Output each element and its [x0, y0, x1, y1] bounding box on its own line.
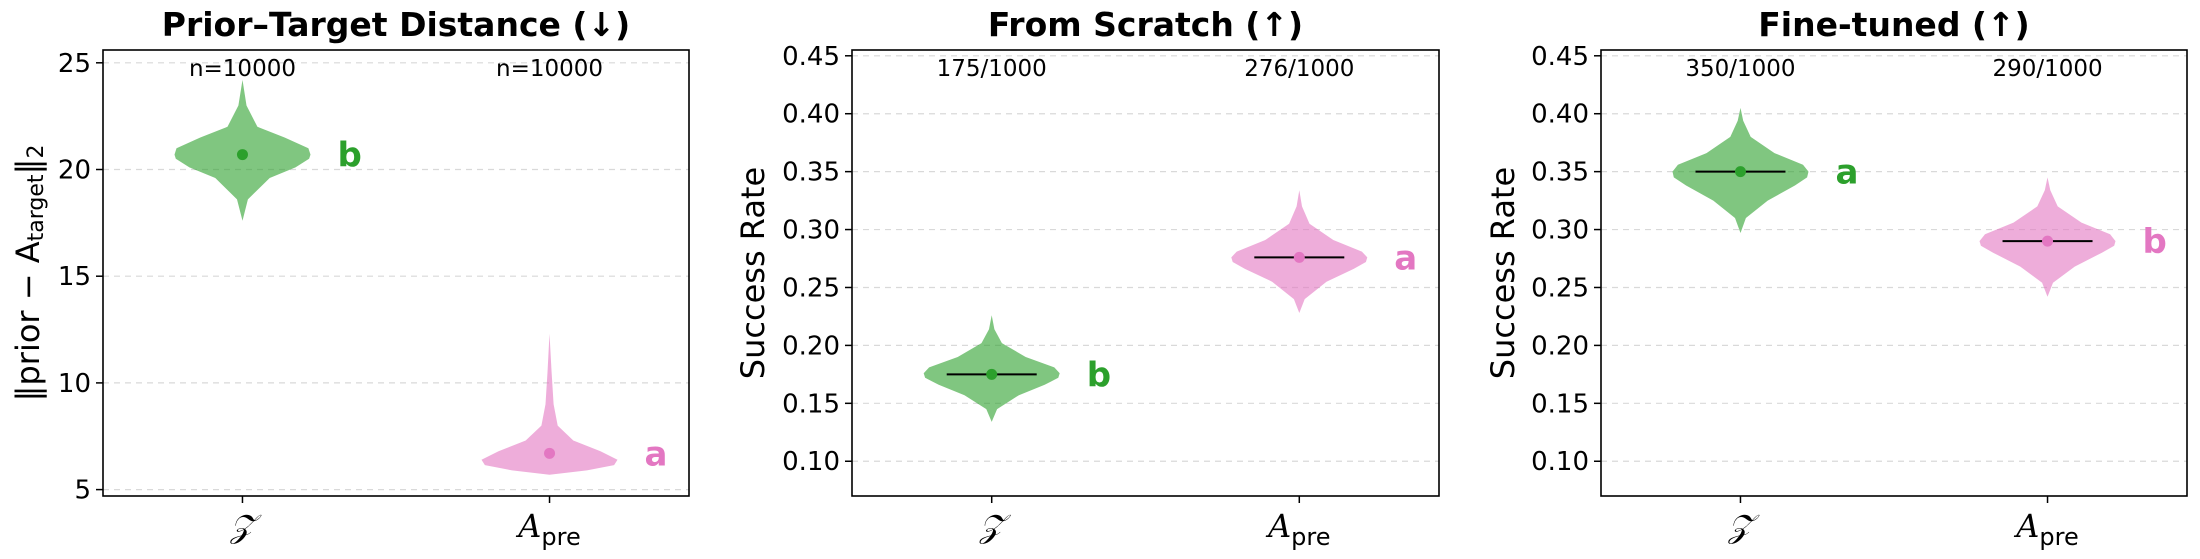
- fine-tuned-chart: 350/1000 a 𝒵 290/1000 b Apre 0.10 0.15 0.20 0.25 0…: [1484, 5, 2188, 551]
- mean-point: [544, 447, 556, 459]
- distance-chart: n=10000 b 𝒵n=10000 a Apre 5 10 15 20 25 Prior–Targ…: [9, 5, 690, 551]
- from-scratch-chart: 175/1000 b 𝒵 276/1000 a Apre 0.10 0.15 0.20 0.25 0…: [734, 5, 1440, 551]
- count-label: 350/1000: [1685, 56, 1795, 82]
- y-tick-label: 0.45: [1531, 42, 1589, 72]
- mean-point: [1293, 251, 1305, 263]
- violin-apre: [1231, 190, 1368, 313]
- y-tick-label: 0.20: [782, 331, 840, 361]
- axes-frame: [1600, 49, 2188, 497]
- y-tick-label: 0.25: [1531, 273, 1589, 303]
- y-tick-label: 10: [58, 369, 91, 399]
- mean-point: [986, 368, 998, 380]
- y-tick-label: 20: [58, 156, 91, 186]
- chart-title: From Scratch (↑): [988, 5, 1303, 44]
- violin-z: [923, 315, 1060, 422]
- y-axis-label: Success Rate: [734, 167, 772, 379]
- y-tick-label: 0.30: [782, 216, 840, 246]
- y-tick-label: 0.40: [1531, 100, 1589, 130]
- chart-title: Prior–Target Distance (↓): [162, 5, 630, 44]
- y-tick-label: 25: [58, 49, 91, 79]
- significance-letter: b: [1087, 355, 1111, 395]
- significance-letter: a: [1394, 238, 1417, 278]
- y-tick-label: 0.45: [782, 42, 840, 72]
- count-label: n=10000: [496, 56, 603, 82]
- y-tick-label: 0.40: [782, 100, 840, 130]
- y-tick-label: 0.25: [782, 273, 840, 303]
- y-tick-label: 0.15: [1531, 389, 1589, 419]
- y-tick-label: 0.20: [1531, 331, 1589, 361]
- count-label: 175/1000: [937, 56, 1047, 82]
- axes-frame: [851, 49, 1440, 497]
- mean-point: [1734, 166, 1746, 178]
- y-tick-label: 0.10: [782, 447, 840, 477]
- count-label: 276/1000: [1244, 56, 1354, 82]
- significance-letter: a: [1835, 153, 1858, 193]
- count-label: n=10000: [189, 56, 296, 82]
- y-tick-label: 5: [74, 476, 91, 506]
- x-tick-label: Apre: [2013, 507, 2078, 551]
- y-axis-label: ‖prior − Atarget‖2: [9, 144, 49, 401]
- significance-letter: b: [337, 136, 361, 176]
- x-tick-label: 𝒵: [229, 507, 262, 545]
- significance-letter: b: [2143, 222, 2167, 262]
- count-label: 290/1000: [1992, 56, 2102, 82]
- y-tick-label: 0.35: [1531, 158, 1589, 188]
- y-tick-label: 0.30: [1531, 216, 1589, 246]
- y-tick-label: 0.35: [782, 158, 840, 188]
- violin-apre: [481, 333, 618, 475]
- y-axis-label: Success Rate: [1484, 167, 1522, 379]
- x-tick-label: Apre: [1265, 507, 1330, 551]
- y-tick-label: 0.15: [782, 389, 840, 419]
- significance-letter: a: [645, 434, 668, 474]
- mean-point: [236, 149, 248, 161]
- axes-frame: [102, 49, 690, 497]
- x-tick-label: 𝒵: [979, 507, 1012, 545]
- chart-title: Fine-tuned (↑): [1758, 5, 2030, 44]
- x-tick-label: Apre: [515, 507, 580, 551]
- y-tick-label: 0.10: [1531, 447, 1589, 477]
- x-tick-label: 𝒵: [1727, 507, 1760, 545]
- y-tick-label: 15: [58, 262, 91, 292]
- mean-point: [2042, 235, 2054, 247]
